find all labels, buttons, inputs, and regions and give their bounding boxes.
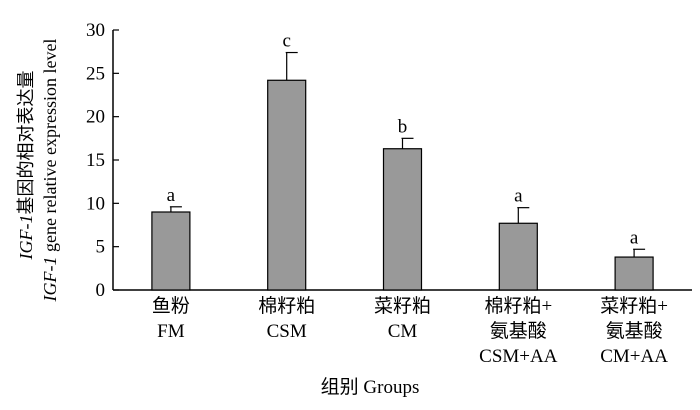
y-tick-label: 20 xyxy=(86,107,105,128)
x-category-label: 棉籽粕 xyxy=(258,295,315,317)
bar xyxy=(382,148,423,291)
y-tick-label: 5 xyxy=(96,237,106,258)
y-axis-title-cn: 基因的相对表达量 xyxy=(16,71,36,215)
x-category-label: CM xyxy=(388,321,418,342)
bar xyxy=(614,256,654,291)
svg-text:IGF-1 gene relative expression: IGF-1 gene relative expression level xyxy=(40,39,60,303)
x-category-label: 氨基酸 xyxy=(606,320,663,342)
y-tick-label: 10 xyxy=(86,193,105,214)
bar xyxy=(151,211,191,291)
x-category-label: 菜籽粕+ xyxy=(600,295,668,317)
significance-label: a xyxy=(167,185,176,206)
x-category-label: FM xyxy=(157,321,185,342)
x-category-label: CSM+AA xyxy=(479,346,558,367)
y-tick-label: 30 xyxy=(86,20,105,41)
y-axis-title-en: gene relative expression level xyxy=(40,39,60,257)
x-category-label: 棉籽粕+ xyxy=(484,295,552,317)
y-axis-title-cn-italic: IGF-1 xyxy=(16,215,36,261)
bar xyxy=(498,222,538,291)
x-category-label: CSM xyxy=(267,321,307,342)
y-tick-label: 0 xyxy=(96,280,106,301)
bar xyxy=(267,79,307,291)
significance-label: a xyxy=(630,227,639,248)
significance-label: b xyxy=(398,116,408,137)
plot-area: 0 5 10 15 20 25 30 a 鱼粉 FM c 棉籽粕 CSM b 菜籽粕 CM a 棉籽粕+ 氨基酸 CS… xyxy=(86,20,692,367)
y-axis-title-en-italic: IGF-1 xyxy=(40,256,60,302)
x-category-label: 氨基酸 xyxy=(490,320,547,342)
x-axis-title: 组别 Groups xyxy=(321,376,420,398)
svg-text:IGF-1基因的相对表达量: IGF-1基因的相对表达量 xyxy=(16,71,36,261)
x-category-label: 菜籽粕 xyxy=(374,295,431,317)
significance-label: a xyxy=(514,186,523,207)
y-axis-title: IGF-1基因的相对表达量 IGF-1 gene relative expres… xyxy=(16,39,60,303)
x-category-label: 鱼粉 xyxy=(152,295,190,317)
y-tick-label: 15 xyxy=(86,150,105,171)
y-tick-label: 25 xyxy=(86,63,105,84)
x-category-label: CM+AA xyxy=(600,346,668,367)
significance-label: c xyxy=(282,31,290,52)
